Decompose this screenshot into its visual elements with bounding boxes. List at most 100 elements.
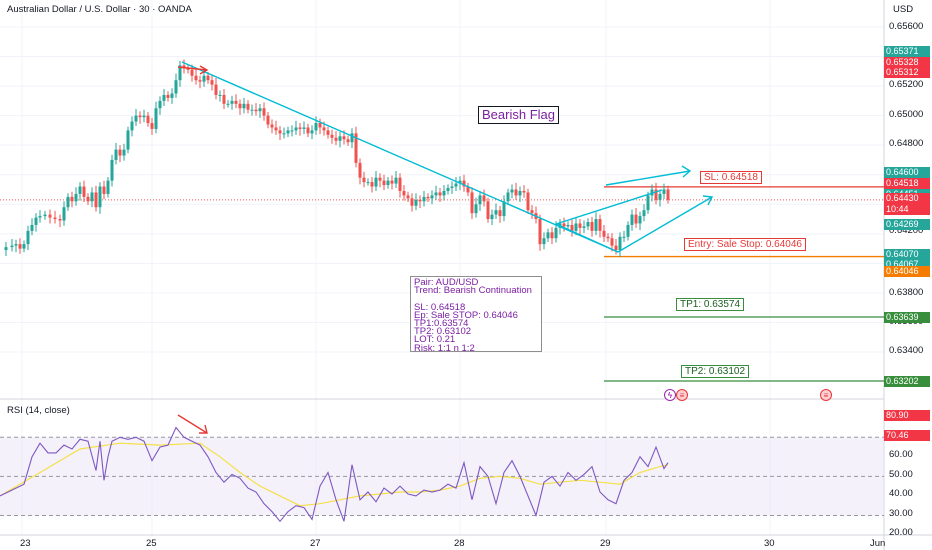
candle-body <box>330 134 334 138</box>
price-candles <box>4 59 670 257</box>
sl-label[interactable]: SL: 0.64518 <box>700 171 762 184</box>
arrow-head-icon <box>199 424 208 434</box>
candle-body <box>326 130 330 135</box>
candle-body <box>18 244 22 249</box>
candle-body <box>458 180 462 184</box>
candle-body <box>270 124 274 128</box>
time-tick-label: 28 <box>454 538 465 549</box>
candle-body <box>666 189 670 200</box>
candle-body <box>550 232 554 239</box>
currency-label[interactable]: USD <box>893 4 914 15</box>
candle-body <box>154 108 158 129</box>
candle-body <box>530 210 534 214</box>
price-tag: 0.63639 <box>884 312 930 323</box>
lightning-icon[interactable]: ϟ <box>664 389 676 401</box>
rsi-value-tag: 80.90 <box>884 410 930 421</box>
candle-body <box>290 130 294 132</box>
candle-body <box>106 180 110 194</box>
candle-body <box>450 186 454 189</box>
price-tag: 0.64046 <box>884 266 930 277</box>
candle-body <box>474 204 478 214</box>
candle-body <box>282 133 286 135</box>
chart-title[interactable]: Australian Dollar / U.S. Dollar · 30 · O… <box>7 4 192 15</box>
candle-body <box>74 193 78 202</box>
candle-body <box>502 201 506 217</box>
flag-event-icon[interactable]: ≡ <box>820 389 832 401</box>
tp1-label[interactable]: TP1: 0.63574 <box>676 298 745 311</box>
pole-trendline <box>181 61 619 253</box>
time-tick-label: 29 <box>600 538 611 549</box>
candle-body <box>394 177 398 184</box>
candle-body <box>226 103 230 105</box>
candle-body <box>418 199 422 202</box>
candle-body <box>230 100 234 104</box>
rsi-indicator-title[interactable]: RSI (14, close) <box>7 405 70 416</box>
candle-body <box>614 245 618 251</box>
candle-body <box>210 80 214 85</box>
pattern-label[interactable]: Bearish Flag <box>478 106 559 124</box>
candle-body <box>86 196 90 202</box>
candle-body <box>386 180 390 186</box>
candle-body <box>362 177 366 183</box>
candle-body <box>342 136 346 140</box>
trade-info-line: Ep: Sale STOP: 0.64046 <box>414 309 518 321</box>
candle-body <box>586 222 590 227</box>
candle-body <box>442 190 446 196</box>
candle-body <box>150 123 154 129</box>
candle-body <box>426 196 430 199</box>
candle-body <box>250 109 254 111</box>
price-tag: 0.65328 <box>884 57 930 68</box>
trade-info-line: TP2: 0.63102 <box>414 326 472 338</box>
time-tick-label: Jun <box>870 538 886 549</box>
candle-body <box>4 247 8 251</box>
arrow-head-icon <box>199 65 209 75</box>
candle-body <box>658 193 662 200</box>
candle-body <box>338 136 342 141</box>
candle-body <box>34 217 38 225</box>
candle-body <box>254 109 258 112</box>
price-tick-label: 0.64800 <box>889 138 924 149</box>
candle-body <box>642 210 646 217</box>
candle-body <box>650 189 654 196</box>
entry-label[interactable]: Entry: Sale Stop: 0.64046 <box>684 238 806 251</box>
candle-body <box>198 80 202 82</box>
tp2-label[interactable]: TP2: 0.63102 <box>681 365 750 378</box>
price-tag: 0.64269 <box>884 219 930 230</box>
candle-body <box>582 226 586 228</box>
rsi-value-tag: 70.46 <box>884 430 930 441</box>
candle-body <box>526 192 530 211</box>
candle-body <box>122 149 126 156</box>
trade-info-line: SL: 0.64518 <box>414 301 466 313</box>
candle-body <box>626 224 630 237</box>
candle-body <box>354 133 358 163</box>
candle-body <box>302 127 306 129</box>
candle-body <box>594 219 598 231</box>
price-tick-label: 0.63800 <box>889 287 924 298</box>
price-tick-label: 0.65600 <box>889 21 924 32</box>
flag-upper-line <box>555 189 663 225</box>
candle-body <box>66 196 70 208</box>
candle-body <box>430 195 434 199</box>
candle-body <box>378 177 382 181</box>
candle-body <box>466 186 470 193</box>
candle-body <box>30 224 34 231</box>
candle-body <box>310 130 314 134</box>
candle-body <box>190 69 194 76</box>
candle-body <box>258 108 262 112</box>
candle-body <box>574 223 578 231</box>
candle-body <box>506 192 510 202</box>
price-tick-label: 0.65200 <box>889 79 924 90</box>
candle-body <box>622 236 626 238</box>
flag-event-icon[interactable]: ≡ <box>676 389 688 401</box>
candle-body <box>242 103 246 109</box>
price-divergence-arrow <box>177 66 208 71</box>
candle-body <box>638 216 642 224</box>
candle-body <box>278 130 282 134</box>
candle-body <box>518 190 522 196</box>
candle-body <box>514 189 518 196</box>
drawings <box>177 61 714 253</box>
candle-body <box>554 227 558 239</box>
candle-body <box>130 121 134 131</box>
trade-info-box[interactable]: Pair: AUD/USD Trend: Bearish Continuation… <box>410 276 542 352</box>
